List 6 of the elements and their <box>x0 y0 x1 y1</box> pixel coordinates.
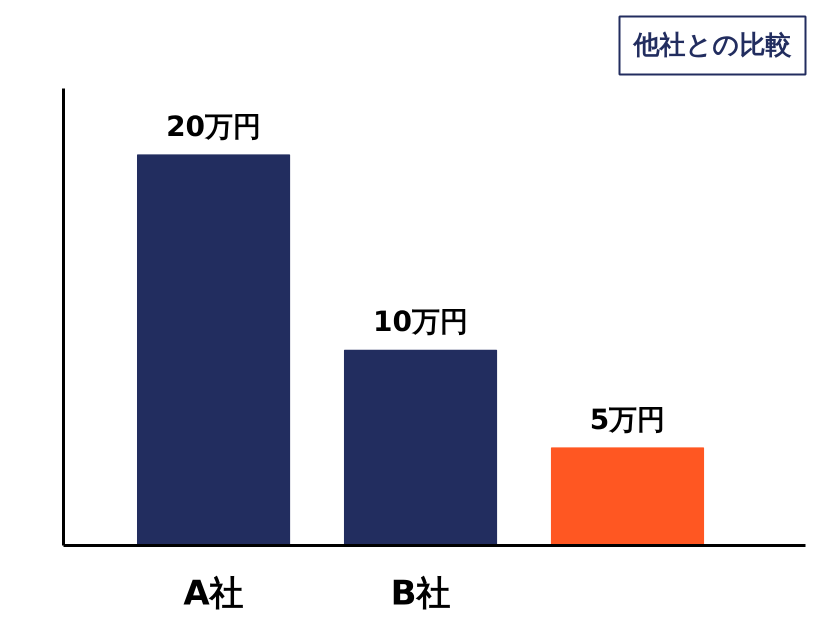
x-tick-label: B社 <box>390 574 450 614</box>
data-label: 20万円 <box>166 110 262 143</box>
x-tick-label: A社 <box>183 574 244 614</box>
chart-title: 他社との比較 <box>632 30 792 60</box>
data-label: 10万円 <box>373 305 468 338</box>
data-label: 5万円 <box>590 402 666 436</box>
